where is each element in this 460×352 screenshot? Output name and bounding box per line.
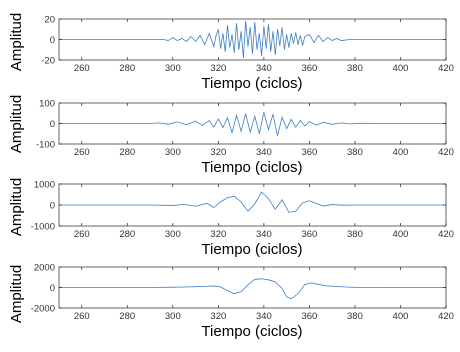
y-tick-label: -100: [36, 140, 55, 151]
y-tick-label: 0: [50, 119, 55, 130]
x-tick-label: 300: [165, 63, 181, 74]
x-axis-label: Tiempo (ciclos): [201, 159, 302, 176]
y-tick-label: 0: [50, 201, 55, 212]
subplot-3: 260 280 300 320 340 360 380 400 420 1000 0 -1000 Amp…: [8, 178, 454, 258]
x-tick-label: 400: [393, 63, 409, 74]
y-axis-label: Amplitud: [8, 13, 25, 71]
x-tick-label: 340: [256, 63, 272, 74]
y-tick-label: 100: [39, 99, 55, 110]
x-tick-label: 280: [119, 311, 135, 322]
y-tick-label: 0: [50, 283, 55, 294]
x-tick-label: 420: [438, 63, 454, 74]
x-tick-label: 280: [119, 229, 135, 240]
series-line: [59, 278, 447, 300]
subplot-2: 260 280 300 320 340 360 380 400 420 100 0 -100 Ampli…: [8, 95, 454, 176]
x-axis-label: Tiempo (ciclos): [201, 323, 302, 340]
x-tick-label: 380: [347, 63, 363, 74]
subplot-4: 260 280 300 320 340 360 380 400 420 2000 0 -2000 Amp…: [8, 263, 454, 341]
x-tick-label: 320: [210, 311, 226, 322]
y-axis-label: Amplitud: [8, 95, 25, 153]
series-line: [59, 21, 446, 58]
y-axis-label: Amplitud: [8, 265, 25, 323]
x-axis-label: Tiempo (ciclos): [201, 75, 302, 92]
y-tick-label: 2000: [34, 263, 55, 274]
y-axis-label: Amplitud: [8, 178, 25, 236]
x-tick-label: 380: [347, 147, 363, 158]
x-tick-label: 420: [438, 229, 454, 240]
subplot-1: 260 280 300 320 340 360 380 400 420 20 0 -20 Amplitu…: [8, 13, 454, 92]
y-tick-label: 0: [50, 35, 55, 46]
x-tick-label: 320: [210, 147, 226, 158]
x-axis-label: Tiempo (ciclos): [201, 241, 302, 258]
x-tick-label: 400: [393, 147, 409, 158]
x-tick-label: 400: [393, 311, 409, 322]
x-tick-label: 300: [165, 311, 181, 322]
x-tick-label: 420: [438, 147, 454, 158]
x-tick-label: 380: [347, 311, 363, 322]
x-tick-label: 320: [210, 229, 226, 240]
x-tick-label: 360: [301, 311, 317, 322]
x-tick-label: 280: [119, 147, 135, 158]
series-line: [59, 191, 446, 213]
x-tick-label: 260: [74, 63, 90, 74]
x-tick-label: 420: [438, 311, 454, 322]
x-tick-label: 300: [165, 229, 181, 240]
x-tick-label: 340: [256, 229, 272, 240]
x-tick-label: 380: [347, 229, 363, 240]
y-tick-label: -20: [41, 56, 55, 67]
x-tick-label: 360: [301, 63, 317, 74]
x-tick-label: 280: [119, 63, 135, 74]
x-tick-label: 260: [74, 147, 90, 158]
y-tick-label: -1000: [31, 222, 55, 233]
y-tick-label: 1000: [34, 180, 55, 191]
x-tick-label: 340: [256, 147, 272, 158]
x-tick-label: 360: [301, 147, 317, 158]
y-tick-label: -2000: [31, 304, 55, 315]
x-tick-label: 300: [165, 147, 181, 158]
x-tick-label: 260: [74, 229, 90, 240]
x-tick-label: 360: [301, 229, 317, 240]
series-line: [59, 112, 447, 136]
x-tick-label: 340: [256, 311, 272, 322]
x-tick-label: 400: [393, 229, 409, 240]
x-tick-label: 320: [210, 63, 226, 74]
y-tick-label: 20: [44, 15, 55, 26]
x-tick-label: 260: [74, 311, 90, 322]
